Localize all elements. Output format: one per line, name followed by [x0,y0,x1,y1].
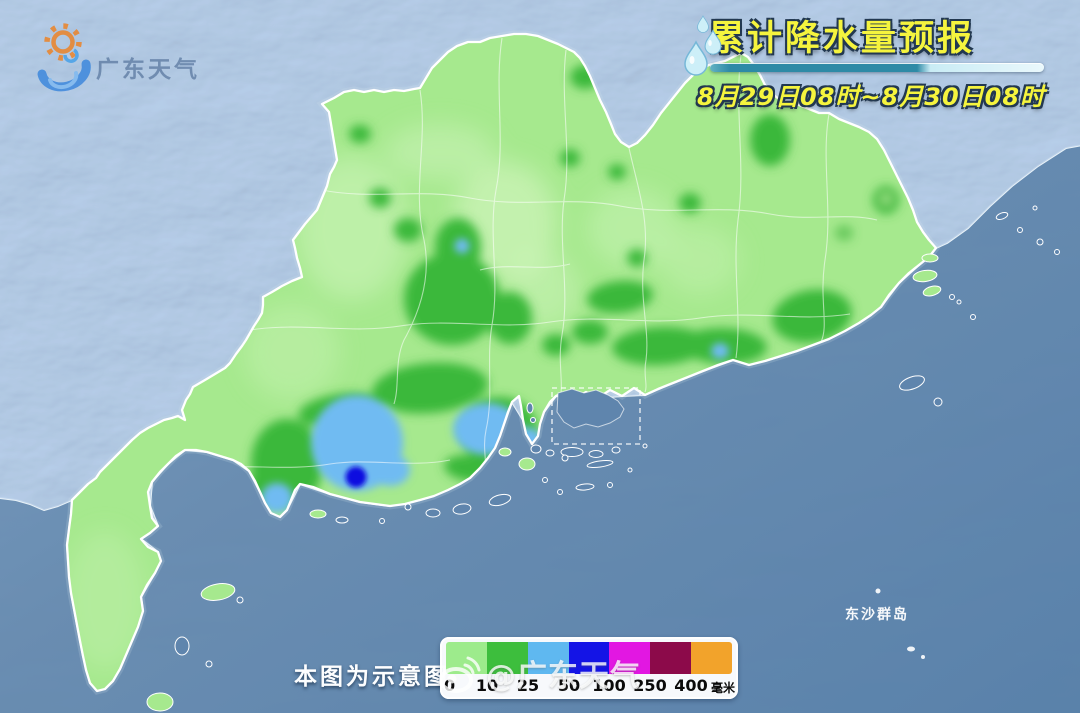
dongsha-islets [875,588,925,659]
weibo-watermark: @广东天气 [437,651,641,695]
legend-unit: 毫米 [710,681,735,695]
legend-tick: 400 [674,676,708,695]
legend-swatch [650,642,692,674]
legend-swatch [527,642,569,674]
legend-tick: 10 [475,676,499,695]
gdweather-logo-icon [37,23,91,92]
rain-50-100mm-blob [345,466,367,488]
forecast-header: 累计降水量预报 8月29日08时~8月30日08时 [684,10,1054,112]
legend-tick: 0 [444,676,456,695]
forecast-period: 8月29日08时~8月30日08时 [696,83,1046,111]
dongsha-islands-label: 东沙群岛 [845,606,909,623]
watermark-text: @广东天气 [486,659,641,694]
title-underline-bar [710,63,1044,72]
legend-tick: 50 [557,676,581,695]
hong-kong-terrain [556,388,625,429]
legend-tick-row: 0 10 25 50 100 250 400 [440,676,738,696]
islands [146,205,1060,712]
legend-swatch [568,642,610,674]
legend-swatch [609,642,651,674]
legend-tick: 25 [516,676,540,695]
gdweather-logo: 广东天气 [26,16,286,116]
raindrops-icon [684,15,722,76]
legend-swatch [691,642,732,674]
legend-swatch [486,642,528,674]
precipitation-legend: 0 10 25 50 100 250 400 毫米 [440,637,738,699]
weibo-icon [439,656,481,693]
schematic-disclaimer: 本图为示意图 [294,664,450,690]
district-boundaries [196,37,878,473]
sun-gear-icon [44,23,82,63]
legend-color-bar [446,642,732,674]
legend-tick: 100 [592,676,626,695]
legend-tick: 250 [633,676,667,695]
typhoon-swirl-icon [37,59,91,92]
gdweather-logo-text: 广东天气 [96,57,200,83]
page-title: 累计降水量预报 [708,19,975,59]
